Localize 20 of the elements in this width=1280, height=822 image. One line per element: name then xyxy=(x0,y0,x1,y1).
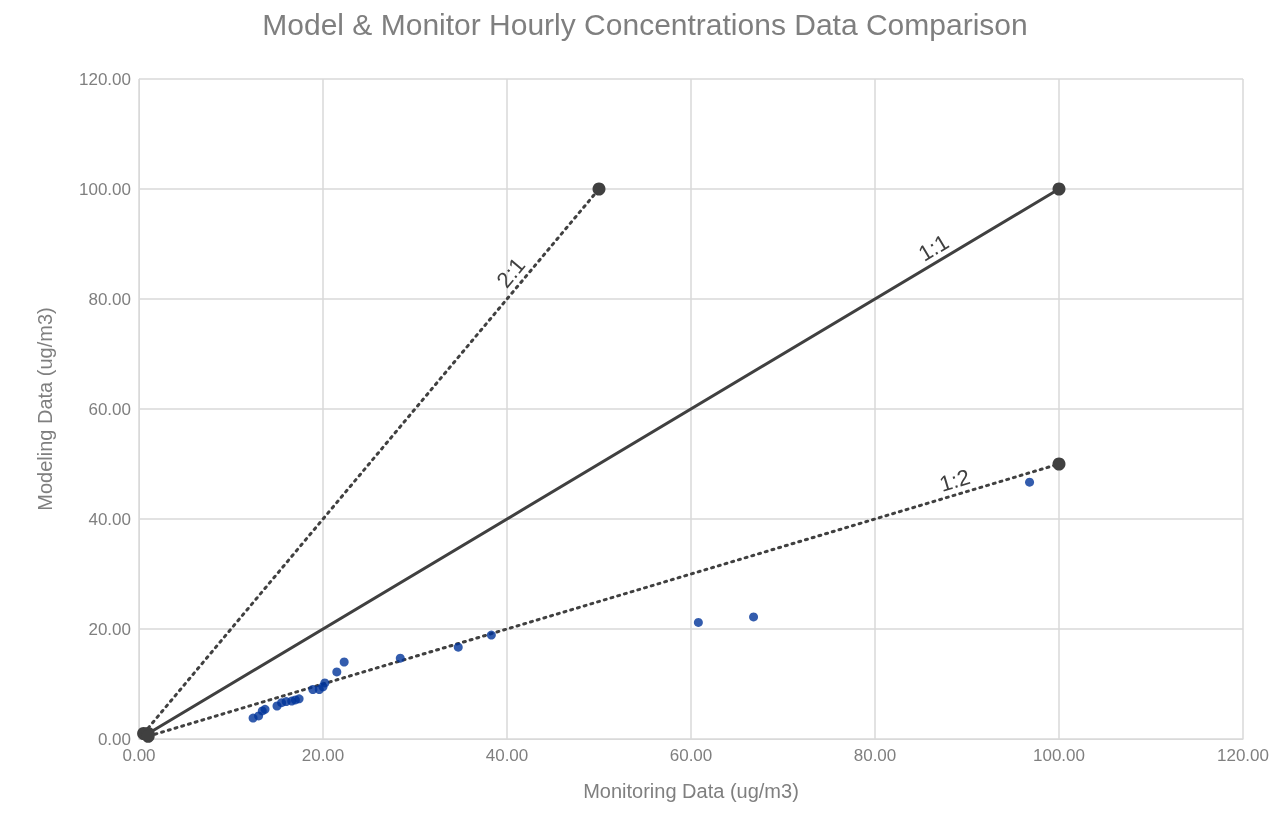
x-tick-label: 40.00 xyxy=(485,746,529,765)
y-tick-label: 40.00 xyxy=(88,509,131,529)
x-axis-title: Monitoring Data (ug/m3) xyxy=(583,780,799,802)
y-tick-label: 100.00 xyxy=(79,179,131,199)
y-tick-label: 120.00 xyxy=(79,69,131,89)
y-axis-title: Modeling Data (ug/m3) xyxy=(34,307,56,511)
y-tick-label: 80.00 xyxy=(88,289,131,309)
x-tick-label: 100.00 xyxy=(1033,746,1085,765)
y-tick-label: 60.00 xyxy=(88,399,131,419)
x-tick-label: 80.00 xyxy=(853,746,897,765)
chart-title: Model & Monitor Hourly Concentrations Data Comparison xyxy=(262,7,1028,41)
x-tick-label: 0.00 xyxy=(122,746,156,765)
y-tick-label: 20.00 xyxy=(88,619,131,639)
text: 1:2 xyxy=(936,464,974,497)
y-tick-label: 0.00 xyxy=(97,729,131,749)
x-tick-label: 20.00 xyxy=(301,746,345,765)
text: 1:1 xyxy=(913,229,953,267)
text: 2:1 xyxy=(491,252,531,293)
x-tick-label: 60.00 xyxy=(669,746,713,765)
x-tick-label: 120.00 xyxy=(1217,746,1269,765)
